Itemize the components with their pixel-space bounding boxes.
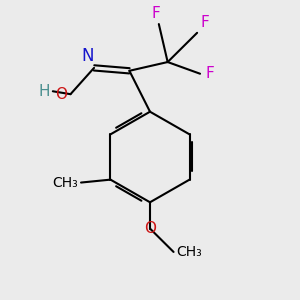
Text: N: N xyxy=(82,47,94,65)
Text: CH₃: CH₃ xyxy=(176,245,202,259)
Text: O: O xyxy=(56,87,68,102)
Text: H: H xyxy=(38,84,50,99)
Text: CH₃: CH₃ xyxy=(52,176,78,190)
Text: O: O xyxy=(144,221,156,236)
Text: F: F xyxy=(152,6,160,21)
Text: F: F xyxy=(206,66,215,81)
Text: F: F xyxy=(200,15,209,30)
